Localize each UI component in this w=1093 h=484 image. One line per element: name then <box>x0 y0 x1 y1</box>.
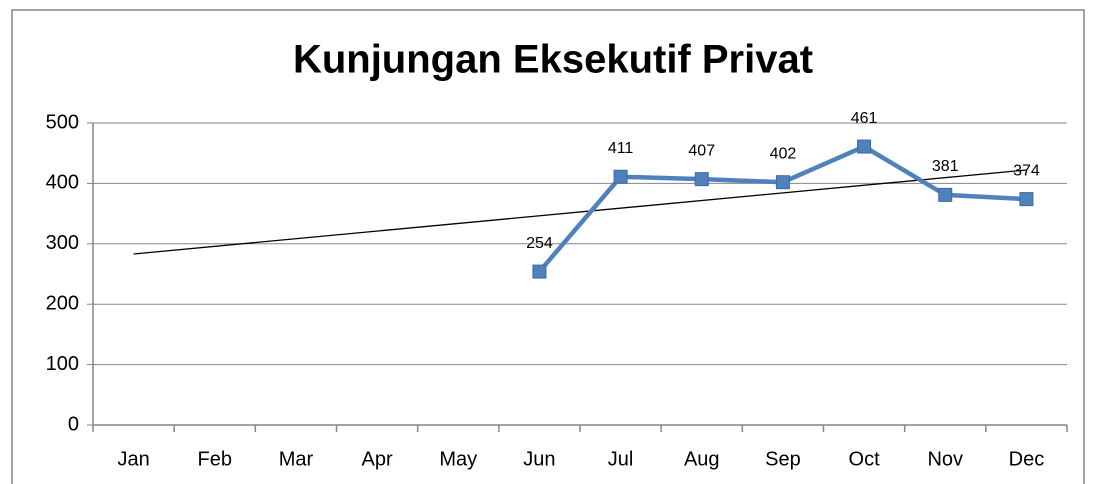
y-tick-label: 0 <box>68 413 79 435</box>
marker <box>694 172 709 187</box>
x-tick-label: Apr <box>362 448 393 470</box>
x-tick-label: Aug <box>684 448 720 470</box>
trendline <box>133 169 1027 255</box>
data-label: 402 <box>770 145 797 162</box>
y-tick-label: 500 <box>46 111 79 133</box>
y-tick-label: 200 <box>46 292 79 314</box>
x-tick-label: Jan <box>117 448 149 470</box>
x-tick-label: Dec <box>1009 448 1045 470</box>
x-tick-label: Nov <box>927 448 963 470</box>
data-label: 407 <box>688 142 715 159</box>
data-label: 381 <box>932 158 959 175</box>
x-tick-label: Feb <box>198 448 232 470</box>
chart-title: Kunjungan Eksekutif Privat <box>293 38 813 82</box>
marker <box>775 175 790 190</box>
y-tick-label: 300 <box>46 232 79 254</box>
x-tick-label: Oct <box>849 448 881 470</box>
marker <box>1019 192 1034 207</box>
marker <box>857 139 872 154</box>
y-tick-label: 400 <box>46 172 79 194</box>
marker <box>613 169 628 184</box>
x-tick-label: May <box>439 448 477 470</box>
marker <box>532 264 547 279</box>
x-tick-label: Jun <box>523 448 555 470</box>
data-label: 254 <box>526 235 553 252</box>
data-label: 411 <box>608 140 634 157</box>
data-label: 461 <box>851 110 878 127</box>
y-tick-label: 100 <box>46 353 79 375</box>
chart-frame <box>11 9 1085 484</box>
x-tick-label: Jul <box>608 448 634 470</box>
data-label: 374 <box>1013 162 1040 179</box>
x-tick-label: Sep <box>765 448 801 470</box>
marker <box>938 187 953 202</box>
x-tick-label: Mar <box>279 448 314 470</box>
